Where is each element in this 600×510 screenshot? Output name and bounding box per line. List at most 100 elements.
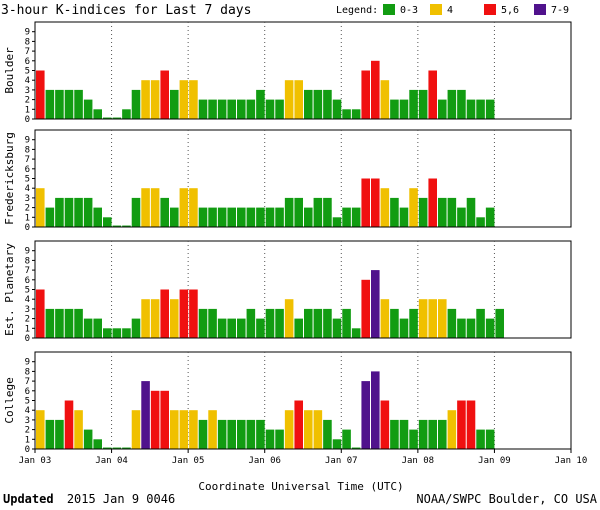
k-bar: [141, 80, 150, 119]
k-bar: [418, 419, 428, 449]
y-tick-label: 8: [25, 37, 30, 47]
chart-title: 3-hour K-indices for Last 7 days: [1, 3, 251, 18]
k-bar: [112, 328, 122, 338]
y-tick-label: 0: [25, 223, 30, 233]
y-tick-label: 6: [25, 165, 30, 175]
y-tick-label: 3: [25, 416, 30, 426]
k-bar: [103, 117, 112, 119]
panel-ylabel: Fredericksburg: [3, 132, 16, 225]
k-bar: [332, 217, 342, 227]
k-bar: [93, 439, 102, 449]
k-bar: [428, 419, 437, 449]
k-bar: [418, 89, 428, 119]
k-bar: [112, 447, 122, 449]
k-bar: [170, 207, 179, 227]
legend-entry-label: 5,6: [501, 5, 519, 16]
k-bar: [217, 99, 227, 119]
k-bar: [428, 70, 437, 119]
y-tick-label: 9: [25, 247, 30, 257]
k-bar: [371, 371, 380, 449]
k-bar: [217, 318, 227, 338]
panels: 0123456789Boulder0123456789Fredericksbur…: [3, 21, 572, 455]
k-bar: [74, 89, 83, 119]
k-bar: [55, 419, 64, 449]
y-tick-label: 0: [25, 445, 30, 455]
k-bar: [179, 289, 189, 338]
k-bar: [380, 188, 390, 227]
k-bar: [45, 308, 55, 338]
k-bar: [131, 89, 141, 119]
updated-time: 2015 Jan 9 0046: [67, 492, 175, 506]
x-tick-label: Jan 05: [172, 456, 205, 466]
y-tick-label: 9: [25, 136, 30, 146]
k-bar: [103, 447, 112, 449]
y-tick-label: 2: [25, 96, 30, 106]
k-bar: [342, 207, 351, 227]
y-tick-label: 3: [25, 194, 30, 204]
k-bar: [208, 207, 217, 227]
k-bar: [361, 70, 370, 119]
y-tick-label: 4: [25, 295, 30, 305]
k-bar: [122, 225, 131, 227]
k-bar: [332, 439, 342, 449]
k-bar: [447, 410, 457, 449]
k-bar: [227, 419, 236, 449]
k-bar: [476, 217, 485, 227]
k-bar: [294, 318, 303, 338]
k-bar: [131, 410, 141, 449]
k-bar: [390, 419, 399, 449]
legend-label: Legend:: [336, 5, 378, 16]
k-bar: [390, 197, 399, 227]
k-bar: [380, 400, 390, 449]
k-bar: [179, 80, 189, 119]
k-bar: [476, 308, 485, 338]
k-bar: [409, 188, 418, 227]
y-tick-label: 1: [25, 213, 30, 223]
k-bar: [208, 410, 217, 449]
k-bar: [64, 197, 74, 227]
y-tick-label: 5: [25, 286, 30, 296]
k-bar: [103, 217, 112, 227]
k-bar: [208, 308, 217, 338]
k-bar: [284, 197, 294, 227]
k-bar: [189, 410, 198, 449]
y-tick-label: 6: [25, 387, 30, 397]
k-bar: [208, 99, 217, 119]
y-tick-label: 2: [25, 315, 30, 325]
k-bar: [371, 178, 380, 227]
k-bar: [93, 109, 102, 119]
legend-swatch-3: [534, 4, 546, 15]
k-bar: [284, 410, 294, 449]
k-bar: [170, 89, 179, 119]
k-bar: [313, 308, 323, 338]
x-tick-label: Jan 06: [248, 456, 281, 466]
k-bar: [284, 80, 294, 119]
y-tick-label: 2: [25, 204, 30, 214]
k-bar: [418, 197, 428, 227]
k-bar: [275, 99, 284, 119]
x-tick-label: Jan 04: [95, 456, 128, 466]
k-bar: [485, 318, 495, 338]
k-bar: [83, 318, 93, 338]
k-bar: [131, 318, 141, 338]
k-bar: [265, 429, 275, 449]
k-bar: [438, 299, 447, 338]
k-bar: [198, 308, 208, 338]
k-bar: [55, 197, 64, 227]
y-tick-label: 7: [25, 266, 30, 276]
k-bar: [256, 207, 265, 227]
k-bar: [304, 207, 313, 227]
k-bar: [198, 207, 208, 227]
k-bar: [83, 197, 93, 227]
k-bar: [150, 390, 160, 449]
y-tick-label: 1: [25, 435, 30, 445]
k-bar: [141, 188, 150, 227]
k-bar: [438, 197, 447, 227]
k-bar: [361, 381, 370, 449]
k-bar: [141, 381, 150, 449]
k-bar: [409, 429, 418, 449]
x-axis-ticks: Jan 03 Jan 04 Jan 05 Jan 06 Jan 07 Jan 08 Jan …: [19, 449, 587, 466]
y-tick-label: 4: [25, 184, 30, 194]
y-tick-label: 7: [25, 377, 30, 387]
